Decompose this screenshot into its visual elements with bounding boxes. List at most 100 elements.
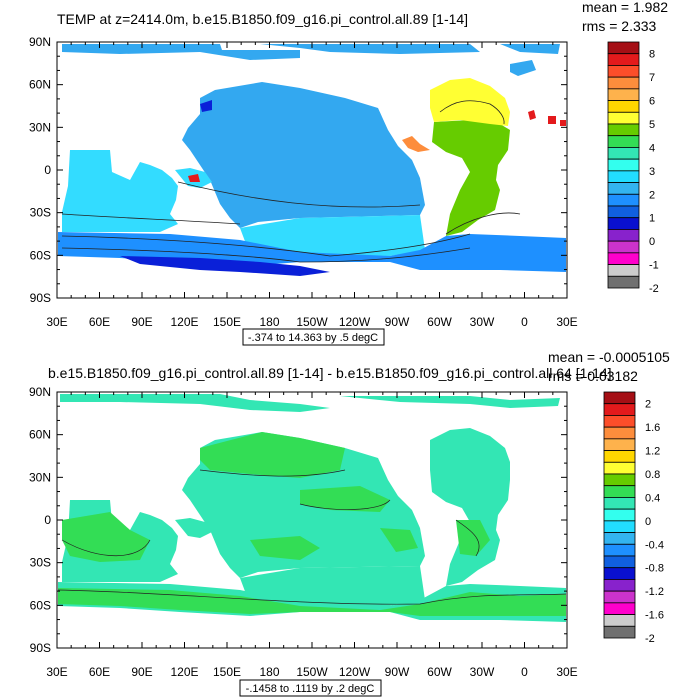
lat-tick-label: 90N [29,385,51,399]
lon-tick-label: 60W [427,315,452,329]
colorbar-label: 0.8 [645,469,660,481]
colorbar-swatch [603,403,636,416]
colorbar-swatch [607,41,640,55]
colorbar-label: -1.2 [645,586,664,598]
colorbar-label: 0 [649,236,655,248]
colorbar-label: 2 [645,399,651,411]
lon-tick-label: 150W [296,315,328,329]
lon-tick-label: 150E [213,315,241,329]
colorbar-label: 0.4 [645,492,660,504]
bottom-contour-lines [57,469,567,605]
lat-tick-label: 90S [30,641,51,655]
colorbar-swatch [607,193,640,207]
top-map-axes: 90N 60N 30N 0 30S 60S 90S 30E 60E 90E 120E 150E 180 1… [29,35,578,329]
top-panel-mean: mean = 1.982 [582,0,668,15]
colorbar-swatch [603,602,636,615]
bottom-panel-title: b.e15.B1850.f09_g16.pi_control.all.89 [1… [48,365,612,381]
colorbar-swatch [603,543,636,557]
colorbar-swatch [607,88,640,101]
bottom-positive-anomaly [58,432,566,616]
top-south-pacific [240,215,425,256]
colorbar-swatch [603,567,636,580]
colorbar-label: -1.6 [645,610,664,622]
lat-tick-label: 30S [30,206,51,220]
lat-tick-label: 0 [44,163,51,177]
lat-tick-label: 30N [29,120,51,134]
lon-tick-label: 150W [296,665,328,679]
colorbar-label: 3 [649,166,655,178]
top-barents-sea [510,60,536,76]
lon-tick-label: 60W [427,665,452,679]
lon-tick-label: 120W [339,665,371,679]
lat-tick-label: 60N [29,428,51,442]
colorbar-swatch [607,170,640,183]
colorbar-swatch [603,520,636,533]
colorbar-swatch [607,147,640,160]
top-range-box [242,328,385,346]
bottom-south-pacific [240,566,425,606]
top-warm-spot [188,174,200,182]
lon-tick-label: 30W [470,665,495,679]
colorbar-label: 4 [649,142,655,154]
colorbar-swatch [603,532,636,545]
top-range-label: -.374 to 14.363 by .5 degC [248,332,378,344]
top-map-field [58,44,566,276]
colorbar-swatch [607,275,640,289]
top-panel-rms: rms = 2.333 [582,18,657,34]
colorbar-label: 1 [649,213,655,225]
lon-tick-label: 120E [170,665,198,679]
lon-tick-label: 30W [470,315,495,329]
lon-tick-label: 30E [556,315,577,329]
lon-tick-label: 180 [259,315,279,329]
colorbar-swatch [607,123,640,137]
lon-tick-label: 90E [131,315,152,329]
lon-tick-label: 90W [385,665,410,679]
colorbar-swatch [607,135,640,148]
top-panel: TEMP at z=2414.0m, b.e15.B1850.f09_g16.p… [29,0,668,346]
colorbar-swatch [607,264,640,277]
colorbar-swatch [607,240,640,254]
bottom-range-box [239,679,382,697]
colorbar-swatch [607,182,640,195]
colorbar-swatch [603,438,636,451]
colorbar-label: 0 [645,516,651,528]
colorbar-swatch [607,217,640,230]
colorbar-label: 2 [649,189,655,201]
lon-tick-label: 30E [46,665,67,679]
colorbar-label: -0.4 [645,539,664,551]
colorbar-swatch [603,590,636,604]
bottom-atlantic-ocean [430,428,510,586]
colorbar-label: -0.8 [645,563,664,575]
colorbar-swatch [607,76,640,90]
top-indian-ocean [62,150,178,232]
lat-tick-label: 60N [29,78,51,92]
lon-tick-label: 150E [213,665,241,679]
lon-tick-label: 30E [556,665,577,679]
top-warm-spot [528,110,566,126]
colorbar-swatch [607,205,640,219]
lon-tick-label: 120W [339,315,371,329]
colorbar-label: 7 [649,72,655,84]
lon-tick-label: 0 [521,315,528,329]
lon-tick-label: 60E [89,315,110,329]
lat-tick-label: 30N [29,470,51,484]
top-north-atlantic [430,78,510,126]
colorbar-swatch [603,391,636,405]
colorbar-label: 1.2 [645,446,660,458]
lat-tick-label: 60S [30,248,51,262]
lat-tick-label: 90N [29,35,51,49]
lon-tick-label: 30E [46,315,67,329]
colorbar-swatch [603,485,636,498]
bottom-range-label: -.1458 to .1119 by .2 degC [246,683,375,695]
lon-tick-label: 0 [521,665,528,679]
bottom-colorbar: 2 1.6 1.2 0.8 0.4 0 -0.4 -0.8 -1.2 -1.6 -2 [603,391,664,645]
colorbar-label: 5 [649,119,655,131]
top-arctic-ocean [62,44,560,60]
colorbar-label: 6 [649,96,655,108]
colorbar-swatch [607,229,640,242]
colorbar-label: 1.6 [645,422,660,434]
colorbar-label: -2 [645,633,655,645]
colorbar-swatch [603,473,636,487]
top-deep-southern-ocean [120,256,330,276]
